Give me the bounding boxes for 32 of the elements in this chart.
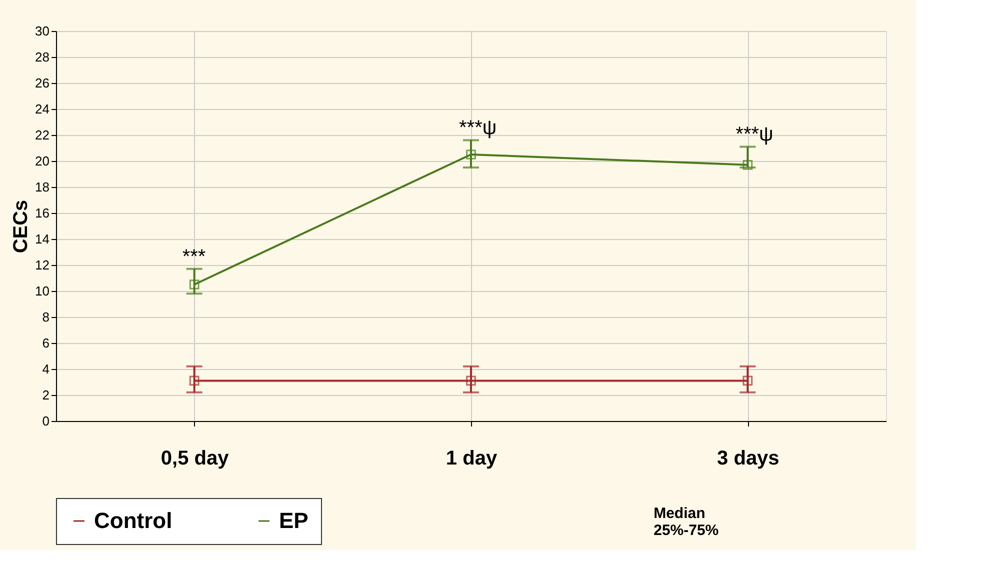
y-axis-title: CECs <box>10 200 32 254</box>
y-tick-label: 22 <box>35 128 50 142</box>
y-tick-label: 6 <box>42 336 50 350</box>
point <box>742 160 753 170</box>
y-tick-label: 30 <box>35 24 50 38</box>
y-tick-label: 20 <box>35 154 50 168</box>
point <box>742 376 753 386</box>
y-tick-label: 4 <box>42 362 50 376</box>
annotation: *** <box>182 246 206 268</box>
y-tick-label: 10 <box>35 284 50 298</box>
annotation: ***ψ <box>459 117 497 140</box>
point <box>189 376 200 386</box>
y-tick-label: 2 <box>42 388 50 402</box>
y-tick-label: 0 <box>42 414 50 428</box>
x-tick-label: 1 day <box>446 448 498 470</box>
y-tick-label: 8 <box>42 310 50 324</box>
y-tick-label: 18 <box>35 180 50 194</box>
y-tick-label: 28 <box>35 50 50 64</box>
point <box>189 280 200 290</box>
point <box>466 376 476 386</box>
annotation: ***ψ <box>736 124 774 146</box>
y-tick-label: 16 <box>35 206 50 220</box>
text: Median 25%-75% <box>654 505 719 539</box>
x-tick-label: 3 days <box>717 448 780 470</box>
y-tick-label: 26 <box>35 76 50 90</box>
legend-label: Control <box>94 508 172 533</box>
x-tick-label: 0,5 day <box>160 448 230 470</box>
point <box>466 150 476 160</box>
y-tick-label: 12 <box>35 258 50 272</box>
legend-label: EP <box>279 508 308 533</box>
y-tick-label: 14 <box>35 232 50 246</box>
y-tick-label: 24 <box>35 102 50 116</box>
